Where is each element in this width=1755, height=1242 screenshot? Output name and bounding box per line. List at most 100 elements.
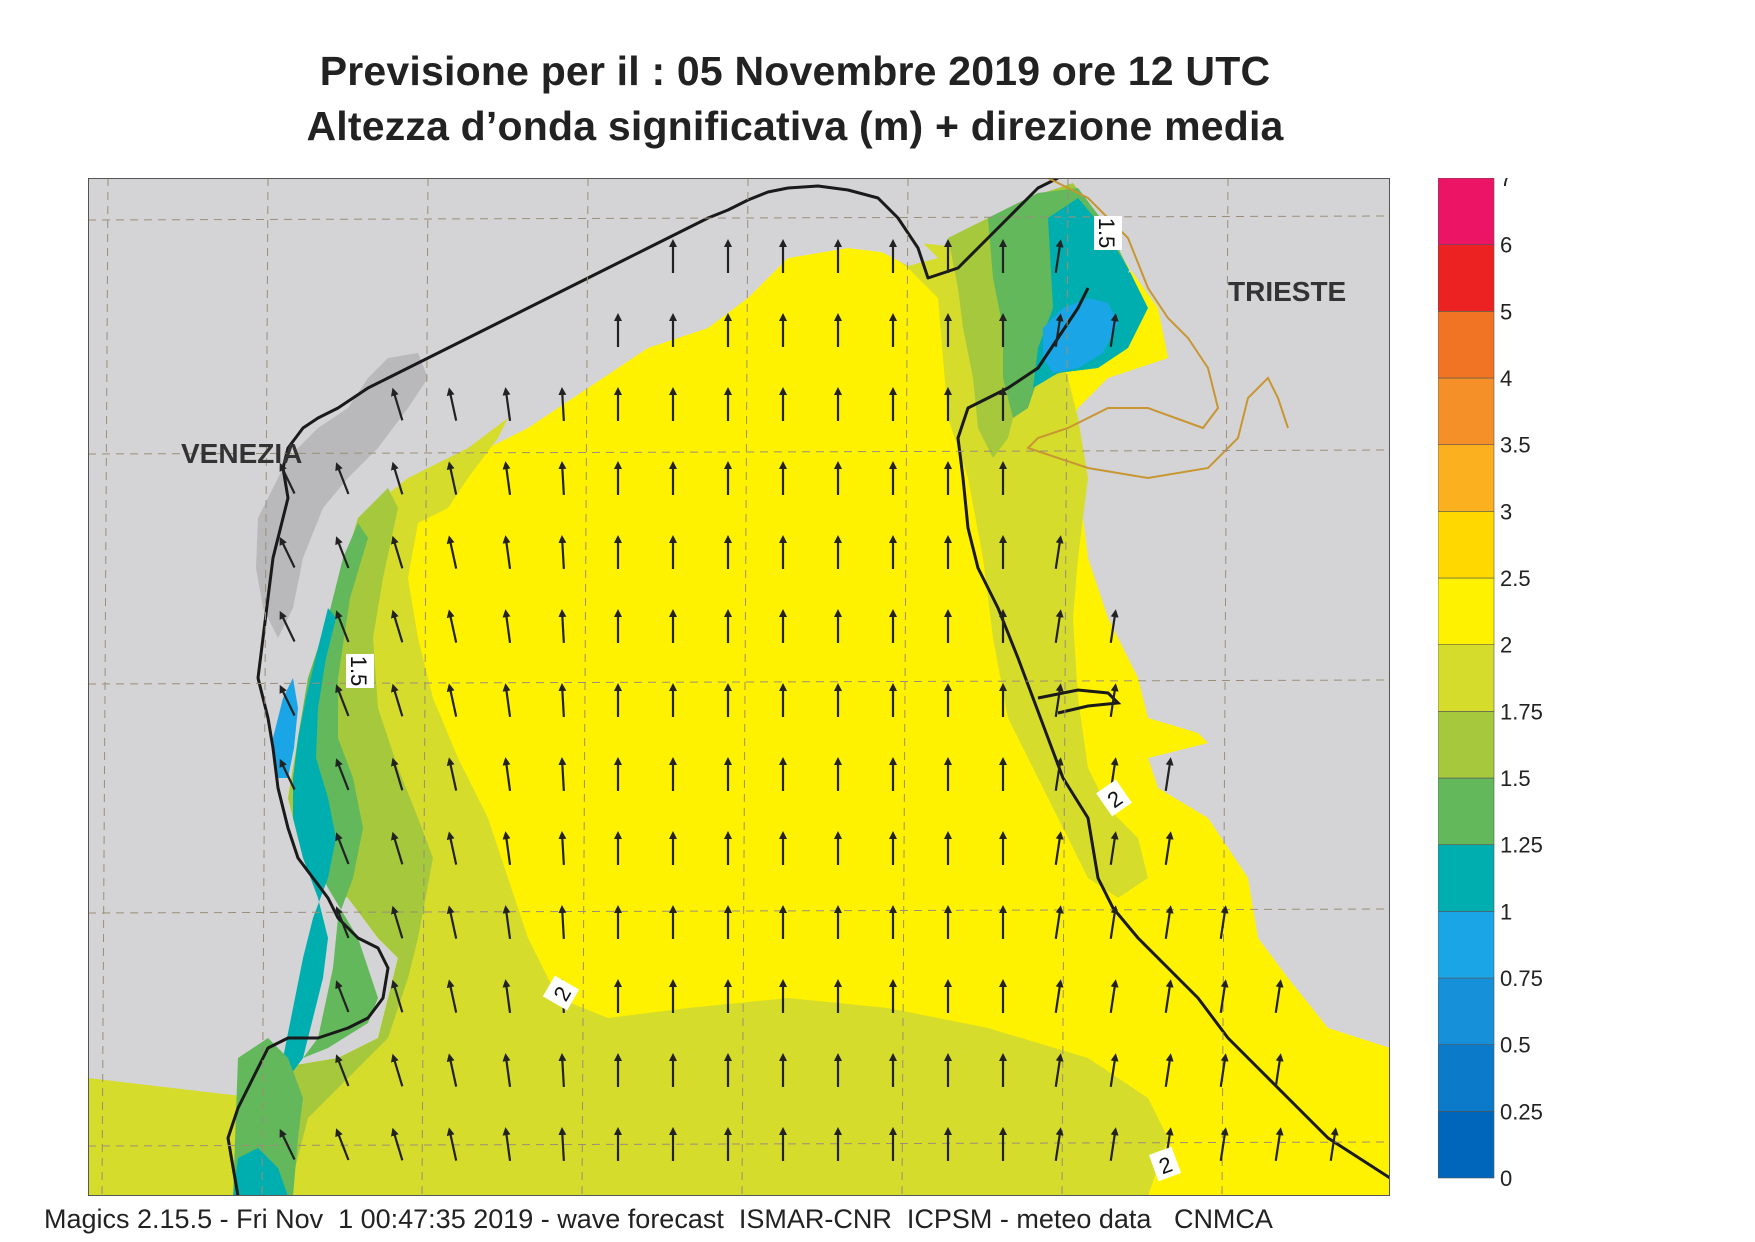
wave-direction-arrow [446,387,458,421]
wave-direction-arrow [335,462,350,495]
wave-direction-arrow [1054,1127,1064,1161]
wave-direction-arrow [1274,1127,1284,1161]
graticule [88,178,1390,1196]
wave-direction-arrow [335,1054,350,1087]
wave-direction-arrow [1274,979,1284,1013]
wave-direction-arrow [1054,831,1064,865]
wave-direction-arrow [335,980,350,1013]
legend-level-label: 0 [1500,1166,1512,1188]
legend-swatch [1438,577,1495,645]
state-border [1026,178,1289,480]
wave-direction-arrow [446,535,458,569]
legend-swatches [1438,178,1495,1179]
svg-text:1.5: 1.5 [346,656,371,687]
wave-direction-arrow [390,905,404,939]
legend-swatch [1438,711,1495,779]
band-0-75-west [273,678,298,778]
wave-direction-arrow [1054,609,1064,643]
legend-level-label: 5 [1500,299,1512,324]
wave-direction-arrow [1274,1053,1284,1087]
wave-direction-arrow [1054,239,1064,273]
wave-direction-arrow [502,535,512,570]
wave-direction-arrows [279,239,1339,1162]
legend-level-label: 0.25 [1500,1099,1543,1124]
legend-level-label: 1.25 [1500,833,1543,858]
wave-direction-arrow [502,1053,512,1088]
wave-direction-arrow [446,683,458,717]
wave-direction-arrow [1109,313,1119,347]
wave-direction-arrow [1219,905,1229,939]
wave-direction-arrow [446,831,458,865]
wave-direction-arrow [558,905,567,940]
wave-direction-arrow [1109,831,1119,865]
wave-direction-arrow [446,461,458,495]
wave-direction-arrow [1164,905,1174,939]
wave-direction-arrow [502,609,512,644]
legend-level-label: 6 [1500,233,1512,258]
legend-level-label: 7 [1500,178,1512,191]
wave-direction-arrow [502,1127,512,1162]
legend-swatch [1438,511,1495,579]
wave-direction-arrow [335,610,350,643]
legend-swatch [1438,844,1495,912]
wave-direction-arrow [502,387,512,422]
contour-label-4: 2 [542,975,580,1011]
legend-level-label: 2 [1500,633,1512,658]
wave-direction-arrow [390,387,404,421]
wave-direction-arrow [1109,1127,1119,1161]
svg-text:1.5: 1.5 [1094,218,1119,249]
legend-swatch [1438,377,1495,445]
wave-direction-arrow [1054,757,1064,791]
wave-direction-arrow [1219,979,1229,1013]
band-1-75-east [868,238,1148,898]
wave-direction-arrow [1219,1053,1229,1087]
lagoon-land-north [728,208,938,266]
wave-direction-arrow [390,831,404,865]
wave-direction-arrow [279,462,296,494]
wave-direction-arrow [1054,683,1064,717]
wave-direction-arrow [279,758,296,790]
wave-direction-arrow [335,758,350,791]
wave-direction-arrow [502,461,512,496]
place-label-trieste: TRIESTE [1228,276,1346,307]
legend-swatch [1438,178,1495,245]
wave-direction-arrow [279,610,296,642]
wave-direction-arrow [1109,1053,1119,1087]
wave-direction-arrow [558,831,567,866]
wave-direction-arrow [390,609,404,643]
wave-direction-arrow [335,684,350,717]
wave-direction-arrow [390,1053,404,1087]
legend-swatch [1438,977,1495,1045]
wave-direction-arrow [335,536,350,569]
wave-direction-arrow [1054,979,1064,1013]
wave-direction-arrow [558,683,567,718]
contour-label-1: 1.5 [1094,216,1122,250]
wave-direction-arrow [1109,905,1119,939]
wave-direction-arrow [1164,1053,1174,1087]
wave-direction-arrow [446,1053,458,1087]
wave-direction-arrow [446,757,458,791]
legend-level-label: 2.5 [1500,566,1531,591]
legend-level-label: 4 [1500,366,1512,391]
wave-direction-arrow [558,535,567,570]
wave-direction-arrow [390,979,404,1013]
legend-level-label: 0.5 [1500,1033,1531,1058]
wave-direction-arrow [502,831,512,866]
wave-direction-arrow [558,757,567,792]
wave-direction-arrow [1054,1053,1064,1087]
legend-level-label: 0.75 [1500,966,1543,991]
wave-direction-arrow [390,461,404,495]
wave-direction-arrow [390,683,404,717]
contour-label-2: 1.5 [346,654,374,688]
wave-direction-arrow [335,832,350,865]
wave-direction-arrow [446,979,458,1013]
wave-direction-arrow [502,979,512,1014]
coastline [226,178,1059,1196]
legend-swatch [1438,1111,1495,1179]
wave-direction-arrow [390,757,404,791]
wave-direction-arrow [1109,979,1119,1013]
wave-direction-arrow [1164,757,1174,791]
wave-direction-arrow [558,609,567,644]
wave-direction-arrow [1329,1127,1339,1161]
wave-direction-arrow [558,1053,567,1088]
